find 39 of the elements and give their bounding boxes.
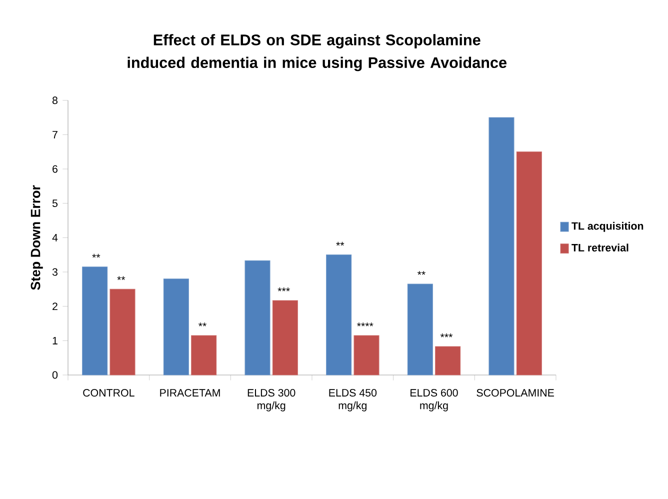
y-tick-label: 7 [52, 130, 58, 138]
y-tick-label: 1 [52, 336, 58, 344]
legend-label: TL retrevial [572, 244, 628, 252]
x-tick-label: CONTROL [83, 389, 134, 397]
bar [82, 266, 108, 376]
annotation: ** [418, 271, 426, 275]
legend-label: TL acquisition [572, 222, 644, 232]
x-tick-label: ELDS 300 mg/kg [248, 389, 296, 412]
annotation: ** [92, 254, 100, 258]
y-tick-label: 6 [52, 165, 58, 173]
x-tick-label: PIRACETAM [160, 389, 220, 397]
x-tick-label: ELDS 600 mg/kg [410, 389, 458, 412]
bar [435, 346, 461, 376]
annotation: *** [440, 334, 453, 338]
y-axis-title: Step Down Error [30, 185, 43, 290]
bar [488, 117, 514, 376]
bar [516, 152, 542, 376]
annotation: ** [198, 322, 206, 326]
y-tick-label: 8 [52, 96, 58, 104]
bar [110, 288, 136, 376]
x-tick-label: ELDS 450 mg/kg [329, 389, 377, 412]
annotation: ** [117, 276, 126, 280]
annotation: ** [336, 242, 344, 246]
y-tick-label: 4 [52, 234, 58, 242]
bar [163, 278, 189, 376]
annotation: **** [357, 322, 374, 326]
bar [272, 300, 298, 376]
y-tick-label: 2 [52, 302, 58, 310]
chart-title: Effect of ELDS on SDE against Scopolamine induced dementia in mice using Passive Avoidance [128, 34, 507, 72]
bar [191, 335, 217, 376]
bar [354, 335, 380, 376]
y-tick-label: 5 [52, 200, 58, 208]
x-tick-label: SCOPOLAMINE [476, 389, 554, 397]
y-tick-label: 3 [52, 268, 58, 276]
bar [244, 260, 270, 376]
bar [407, 284, 433, 376]
y-tick-label: 0 [52, 371, 58, 379]
bar [326, 254, 352, 376]
annotation: *** [278, 288, 290, 292]
